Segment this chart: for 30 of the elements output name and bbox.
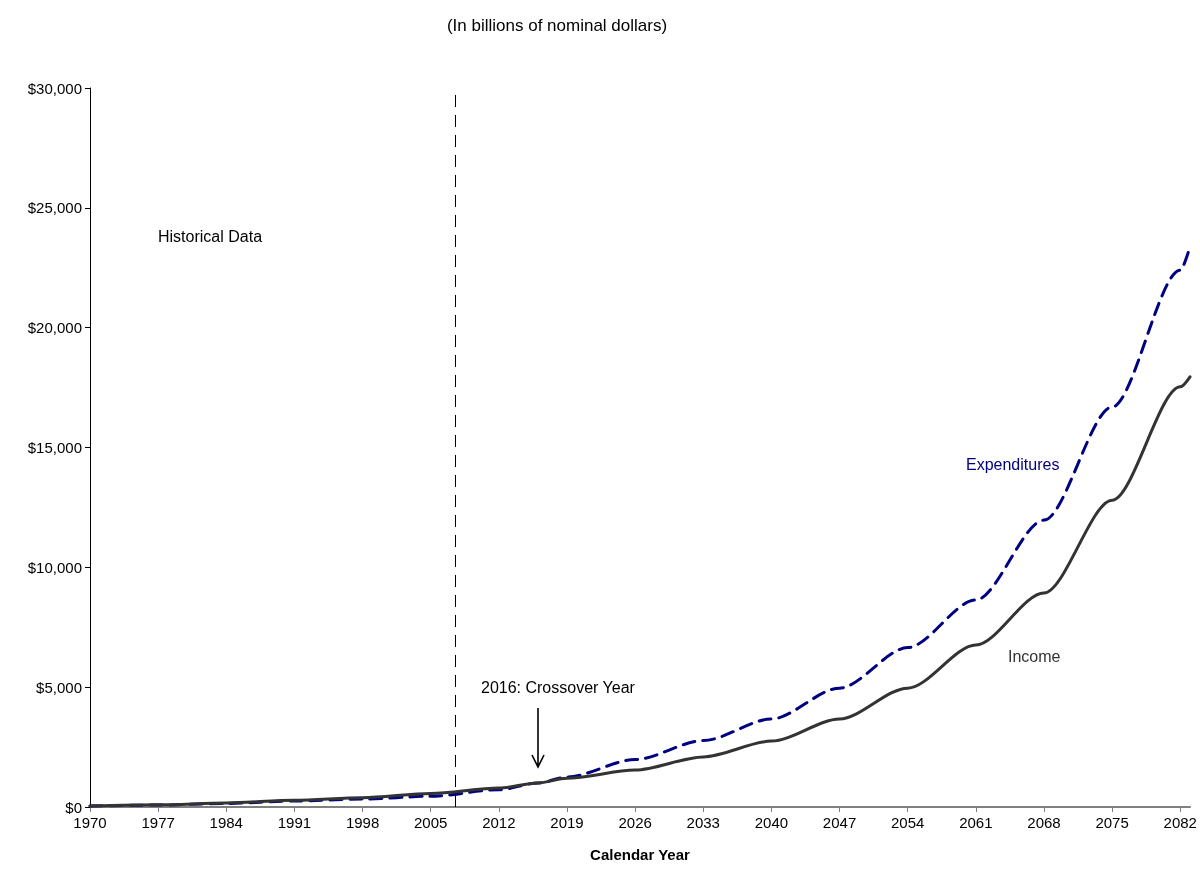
x-tick-label: 2005 [414, 814, 448, 831]
x-tick-label: 2040 [754, 814, 789, 831]
x-tick-label: 1970 [73, 814, 107, 831]
x-tick-label: 2054 [891, 814, 925, 831]
x-tick-label: 1984 [209, 814, 243, 831]
x-tick-label: 2012 [482, 814, 516, 831]
x-tick-label: 2082 [1163, 814, 1197, 831]
x-tick-label: 2061 [959, 814, 993, 831]
x-tick-label: 2019 [550, 814, 584, 831]
x-axis-title: Calendar Year [590, 846, 691, 863]
x-tick-label: 2075 [1095, 814, 1129, 831]
y-tick-label: $5,000 [36, 678, 82, 696]
y-tick-label: $20,000 [27, 319, 82, 337]
series-label: Expenditures [966, 456, 1060, 474]
y-tick-label: $15,000 [27, 439, 82, 456]
x-tick-label: 1998 [345, 814, 380, 831]
x-tick-label: 1991 [277, 814, 312, 831]
annotation: 2016: Crossover Year [481, 678, 636, 696]
x-tick-label: 2026 [618, 814, 652, 831]
chart-title: (In billions of nominal dollars) [446, 16, 668, 35]
x-tick-label: 2047 [822, 814, 857, 831]
x-tick-label: 2033 [686, 814, 720, 831]
y-tick-label: $0 [65, 798, 82, 816]
y-tick-label: $10,000 [27, 558, 82, 576]
series-label: Income [1008, 648, 1061, 666]
y-tick-label: $25,000 [27, 199, 82, 217]
x-tick-label: 1977 [141, 814, 175, 831]
x-tick-label: 2068 [1027, 814, 1061, 831]
annotation: Historical Data [158, 227, 263, 245]
y-tick-label: $30,000 [27, 79, 82, 97]
